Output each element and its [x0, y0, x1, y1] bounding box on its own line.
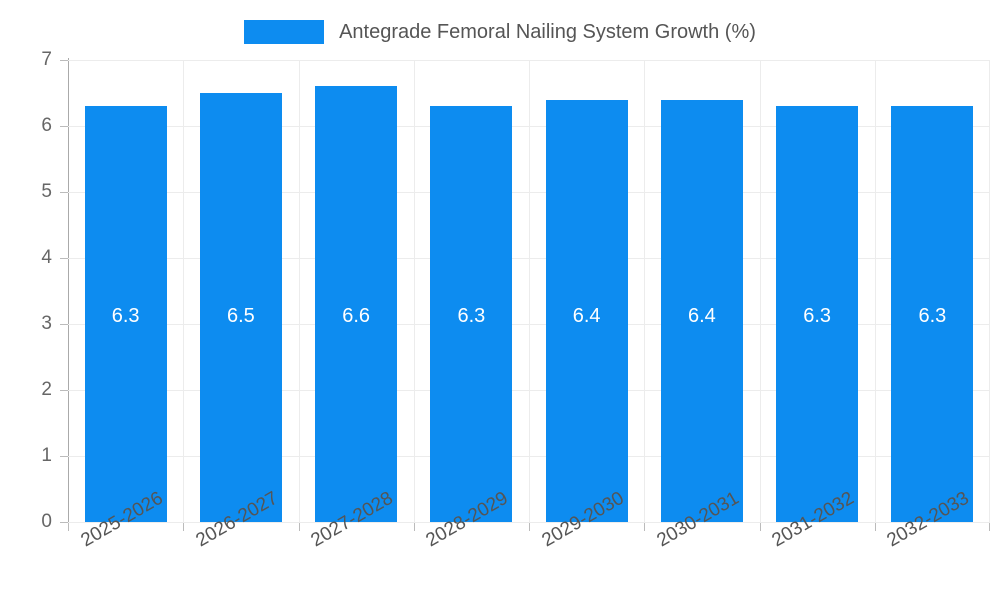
y-axis-tick-label: 7 [41, 49, 52, 70]
gridline-vertical [529, 60, 530, 522]
chart-legend: Antegrade Femoral Nailing System Growth … [0, 14, 1000, 50]
plot-area: 6.3 6.5 6.6 6.3 6.4 6.4 6.3 6.3 [68, 60, 990, 523]
bar-value-label: 6.3 [803, 305, 832, 327]
y-axis-tick-mark [60, 456, 69, 457]
x-axis-tick-mark [875, 523, 876, 531]
bar-value-label: 6.3 [457, 305, 486, 327]
bar-value-label: 6.6 [342, 305, 371, 327]
y-axis-tick-label: 0 [41, 511, 52, 532]
bar[interactable] [430, 106, 513, 522]
x-axis-tick-mark [68, 523, 69, 531]
y-axis-tick-mark [60, 126, 69, 127]
gridline-vertical [183, 60, 184, 522]
x-axis-tick-mark [760, 523, 761, 531]
bar-value-label: 6.3 [111, 305, 140, 327]
bar[interactable] [776, 106, 859, 522]
gridline-vertical [299, 60, 300, 522]
legend-label-series-0[interactable]: Antegrade Femoral Nailing System Growth … [339, 21, 756, 43]
gridline-vertical [414, 60, 415, 522]
y-axis-tick-label: 3 [41, 313, 52, 334]
y-axis-tick-label: 5 [41, 181, 52, 202]
gridline-vertical [760, 60, 761, 522]
bar-value-label: 6.5 [226, 305, 255, 327]
x-axis-tick-mark [299, 523, 300, 531]
bar[interactable] [84, 106, 167, 522]
gridline-horizontal [68, 522, 990, 523]
x-axis-tick-mark [414, 523, 415, 531]
bar[interactable] [891, 106, 974, 522]
y-axis-tick-mark [60, 60, 69, 61]
bar-value-label: 6.3 [918, 305, 947, 327]
y-axis-spine [68, 58, 69, 524]
x-axis-tick-mark [183, 523, 184, 531]
bar[interactable] [199, 93, 282, 522]
bar[interactable] [660, 99, 743, 522]
y-axis-tick-label: 4 [41, 247, 52, 268]
y-axis-tick-mark [60, 192, 69, 193]
y-axis-tick-mark [60, 258, 69, 259]
bar[interactable] [315, 86, 398, 522]
y-axis-tick-mark [60, 390, 69, 391]
gridline-vertical [989, 60, 990, 522]
bar-value-label: 6.4 [687, 305, 716, 327]
x-axis-tick-mark [529, 523, 530, 531]
y-axis-tick-mark [60, 324, 69, 325]
y-axis-tick-label: 1 [41, 445, 52, 466]
gridline-vertical [875, 60, 876, 522]
bar-value-label: 6.4 [572, 305, 601, 327]
gridline-vertical [644, 60, 645, 522]
y-axis-tick-mark [60, 522, 69, 523]
legend-swatch-series-0[interactable] [244, 20, 325, 44]
bar[interactable] [545, 99, 628, 522]
y-axis-tick-label: 2 [41, 379, 52, 400]
x-axis-tick-mark [989, 523, 990, 531]
x-axis-tick-mark [644, 523, 645, 531]
y-axis-tick-label: 6 [41, 115, 52, 136]
